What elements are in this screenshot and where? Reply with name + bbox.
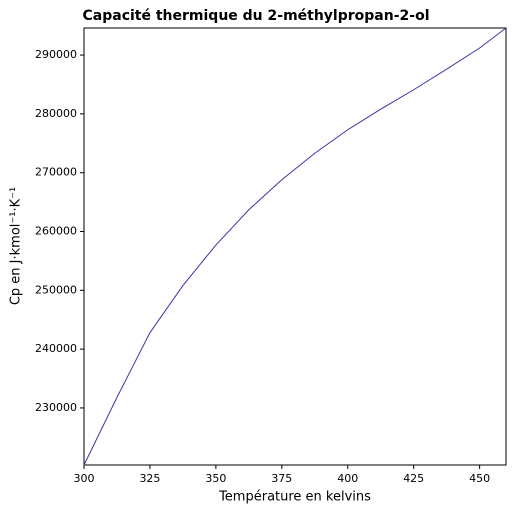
x-tick-label: 400 (337, 472, 358, 485)
y-tick-label: 230000 (35, 401, 77, 414)
data-line (83, 27, 507, 466)
x-tick-label: 350 (205, 472, 226, 485)
y-tick-label: 280000 (35, 107, 77, 120)
y-tick-label: 270000 (35, 166, 77, 179)
y-tick-label: 290000 (35, 48, 77, 61)
x-tick-label: 425 (403, 472, 424, 485)
x-tick-label: 450 (469, 472, 490, 485)
plot-frame (83, 27, 507, 466)
x-tick-label: 375 (271, 472, 292, 485)
x-tick-label: 325 (139, 472, 160, 485)
chart-title: Capacité thermique du 2-méthylpropan-2-o… (83, 8, 430, 24)
y-axis-label: Cp en J·kmol⁻¹·K⁻¹ (9, 187, 24, 305)
y-tick-label: 260000 (35, 225, 77, 238)
x-axis-label: Température en kelvins (218, 490, 371, 505)
y-tick-label: 250000 (35, 283, 77, 296)
y-tick-label: 240000 (35, 342, 77, 355)
x-tick-label: 300 (74, 472, 95, 485)
